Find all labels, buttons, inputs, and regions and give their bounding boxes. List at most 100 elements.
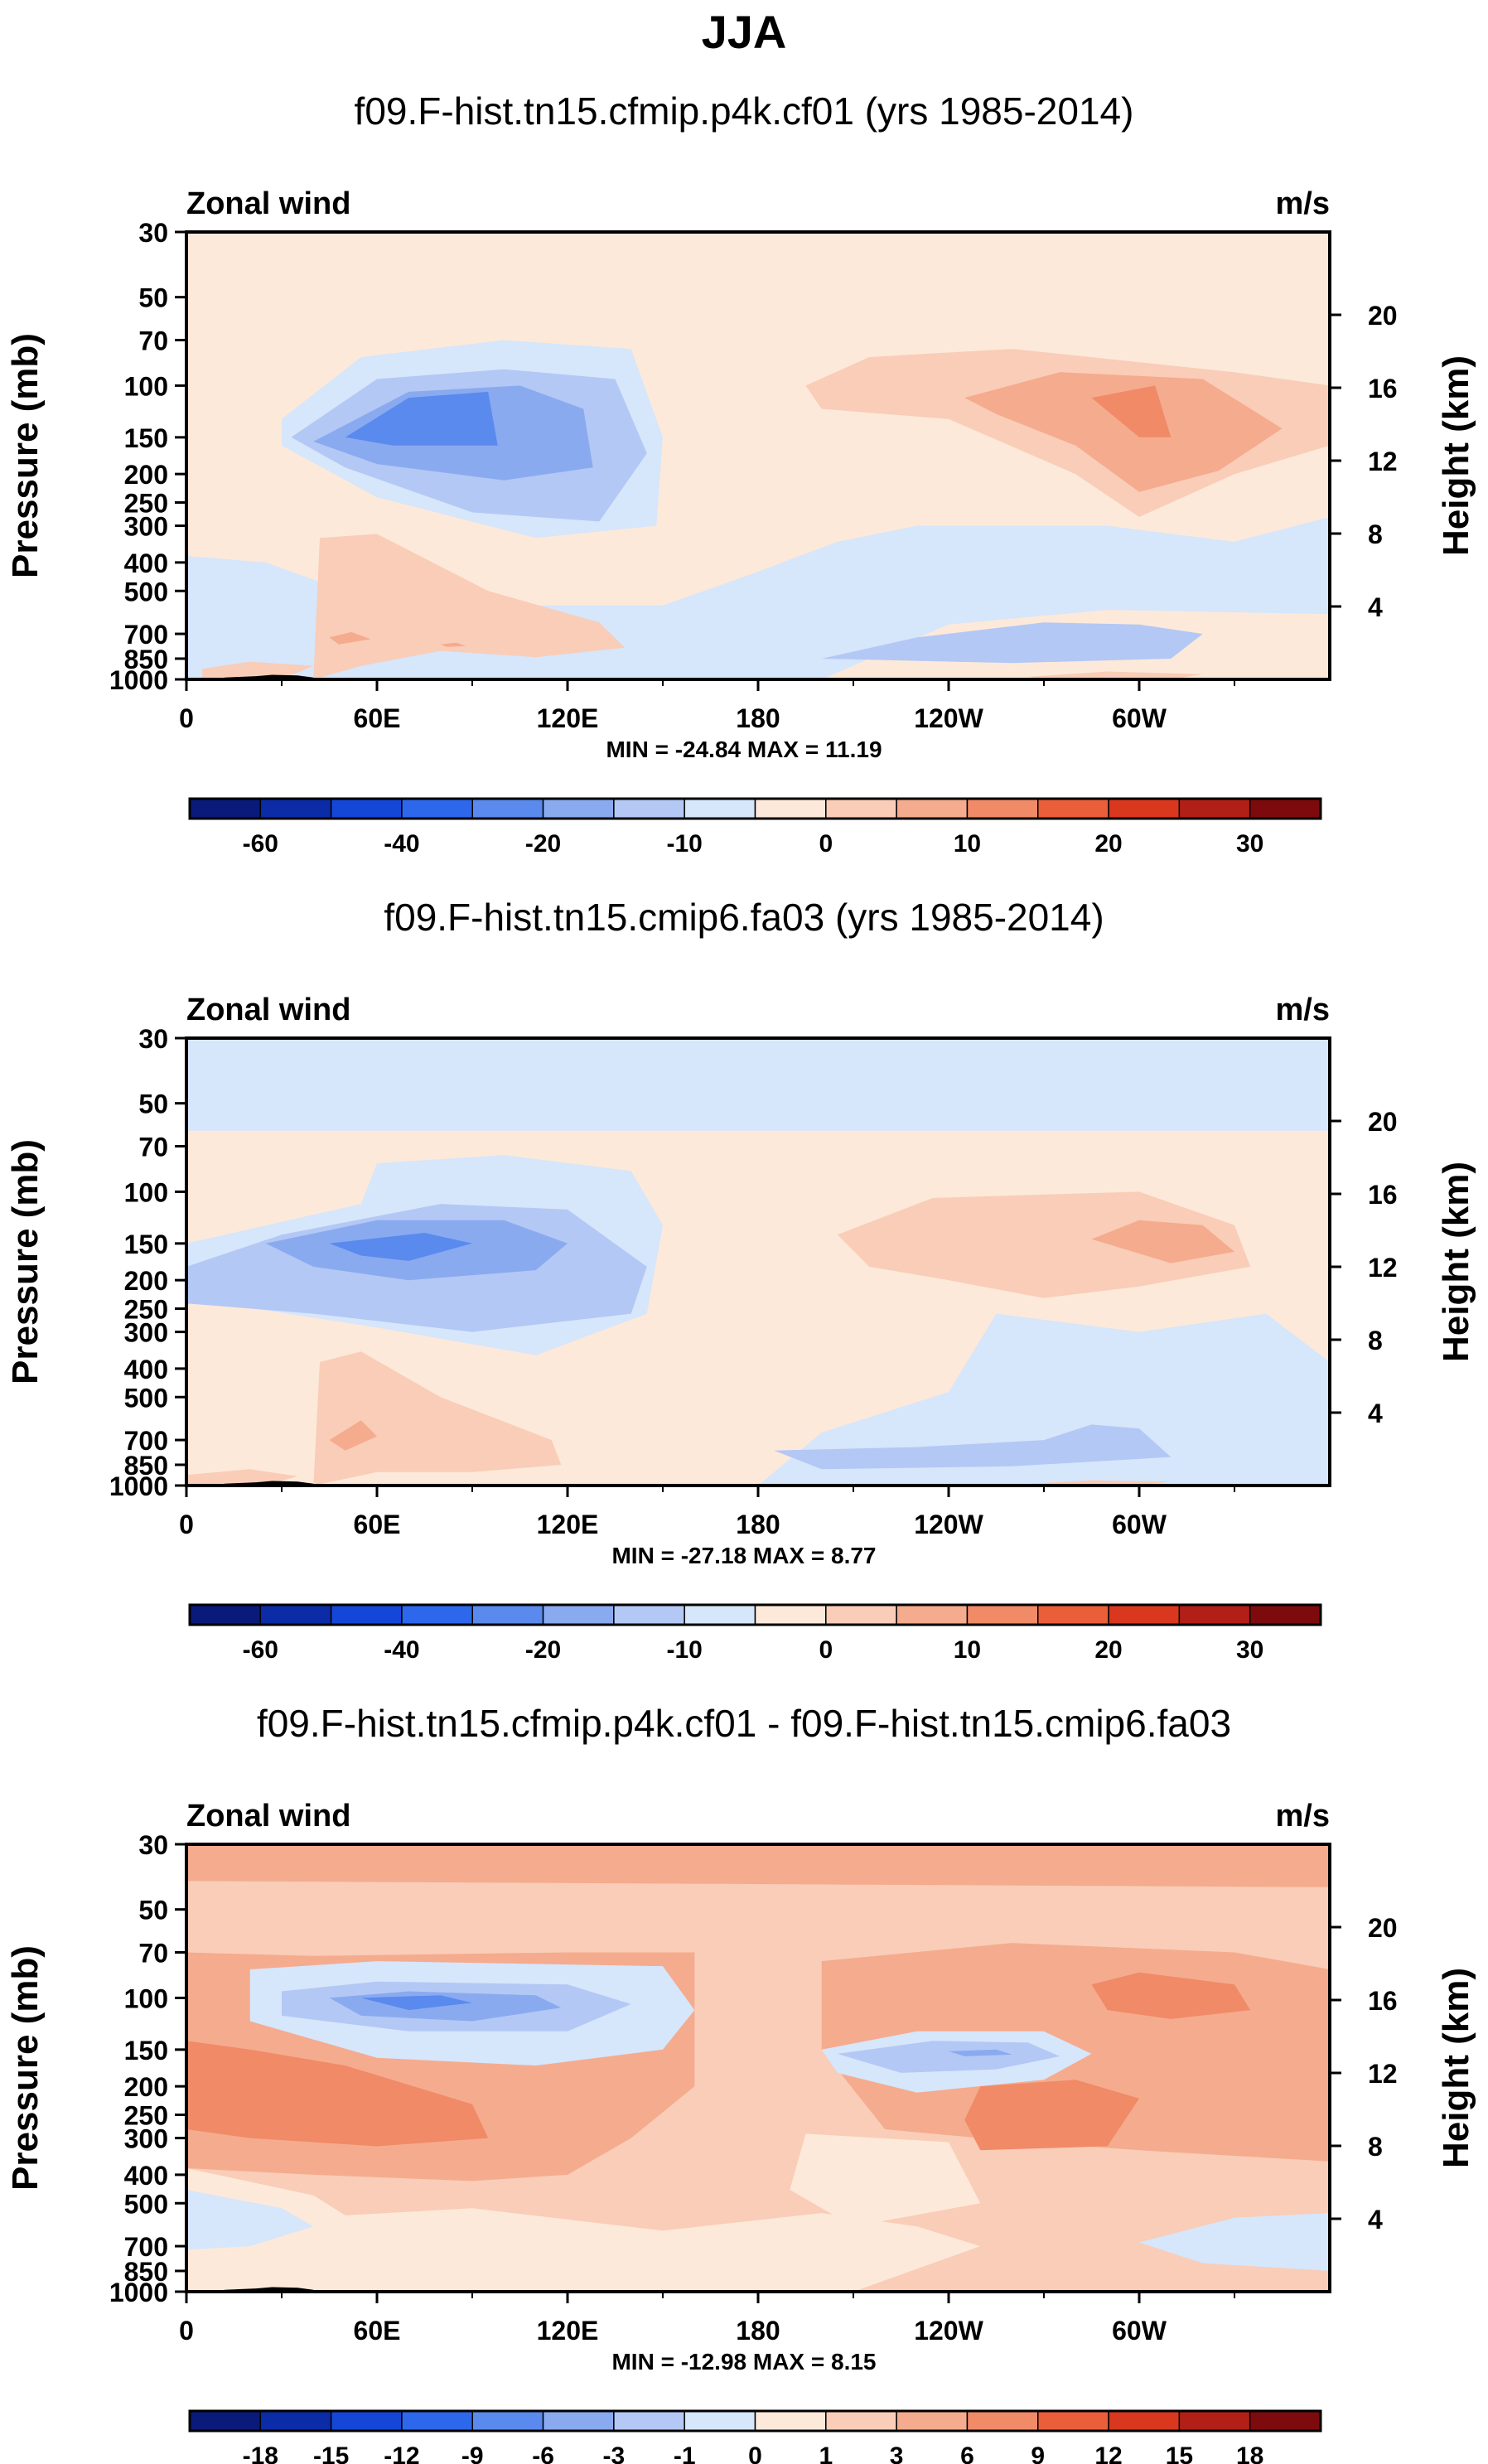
x-tick-label: 120E: [537, 2316, 599, 2346]
y-axis-label: Pressure (mb): [5, 333, 46, 578]
colorbar-swatch: [896, 2410, 969, 2432]
x-tick-label: 0: [179, 2316, 194, 2346]
x-tick-label: 180: [736, 703, 780, 733]
colorbar-swatch: [542, 1604, 615, 1626]
contour-region: [774, 1424, 1172, 1470]
colorbar-label: -20: [525, 830, 561, 858]
colorbar-swatch: [896, 798, 969, 819]
h-tick-label: 8: [1368, 2132, 1383, 2162]
contour-region: [329, 1233, 472, 1261]
contour-region: [186, 2168, 981, 2292]
colorbar-swatch: [542, 798, 615, 819]
colorbar-label: -40: [384, 830, 419, 858]
colorbar-swatch: [1249, 1604, 1321, 1626]
contour-region: [186, 2190, 314, 2250]
panel-title: f09.F-hist.tn15.cfmip.p4k.cf01 (yrs 1985…: [355, 89, 1134, 133]
h-tick-label: 4: [1368, 592, 1383, 622]
colorbar-label: 0: [748, 2442, 762, 2464]
p-tick-label: 50: [138, 1896, 168, 1925]
contour-fills: [186, 1844, 1330, 2292]
colorbar: -60 -40 -20 -10 0 10 20 30: [188, 797, 1322, 858]
p-tick-label: 300: [124, 1318, 168, 1348]
colorbar-swatch: [471, 798, 544, 819]
contour-region: [821, 622, 1203, 664]
p-tick-label: 700: [124, 2232, 168, 2262]
colorbar-swatch: [1108, 2410, 1181, 2432]
contour-region: [964, 372, 1283, 492]
contour-region: [329, 631, 371, 645]
colorbar-label: 0: [819, 1636, 833, 1664]
contour-region: [790, 2133, 981, 2227]
min-max-label: MIN = -12.98 MAX = 8.15: [611, 2349, 876, 2375]
colorbar-label: 6: [960, 2442, 974, 2464]
p-tick-label: 300: [124, 512, 168, 542]
colorbar-swatch: [825, 1604, 897, 1626]
variable-label: Zonal wind: [186, 993, 350, 1027]
colorbar-swatch: [1037, 798, 1109, 819]
h-tick-label: 4: [1368, 2205, 1383, 2235]
colorbar-swatch: [259, 798, 332, 819]
colorbar-swatch: [1178, 798, 1251, 819]
colorbar-swatch: [1037, 2410, 1109, 2432]
colorbar-swatch: [825, 798, 897, 819]
h-tick-label: 20: [1368, 301, 1398, 331]
contour-region: [837, 2041, 1060, 2073]
p-tick-label: 150: [124, 2036, 168, 2065]
h-tick-label: 20: [1368, 1913, 1398, 1943]
h-tick-label: 12: [1368, 2059, 1398, 2089]
h-tick-label: 12: [1368, 1253, 1398, 1283]
colorbar-label: -3: [603, 2442, 626, 2464]
contour-region: [1091, 1220, 1234, 1263]
colorbar-swatch: [613, 1604, 685, 1626]
colorbar-swatch: [401, 798, 473, 819]
x-tick-label: 180: [736, 1510, 780, 1539]
contour-fills: [186, 232, 1330, 679]
colorbar-frame: [188, 1603, 1322, 1626]
colorbar-swatch: [330, 1604, 403, 1626]
colorbar-swatch: [754, 1604, 827, 1626]
x-tick-label: 120W: [914, 703, 983, 733]
colorbar-swatch: [613, 798, 685, 819]
p-tick-label: 100: [124, 1983, 168, 2013]
x-tick-label: 60E: [354, 703, 401, 733]
p-tick-label: 700: [124, 620, 168, 650]
contour-region: [186, 1038, 1330, 1131]
p-tick-label: 70: [138, 1132, 168, 1162]
contour-region: [949, 2049, 1012, 2056]
x-tick-label: 60W: [1112, 2316, 1167, 2346]
colorbar-label: -40: [384, 1636, 419, 1664]
panel-1: f09.F-hist.tn15.cfmip.p4k.cf01 (yrs 1985…: [5, 89, 1476, 858]
x-tick-label: 0: [179, 1510, 194, 1539]
y2-axis-label: Height (km): [1436, 1162, 1476, 1362]
colorbar: -18 -15 -12 -9 -6 -3 -1 0 1 3 6 9 12 15 18: [188, 2409, 1322, 2464]
x-tick-label: 0: [179, 703, 194, 733]
colorbar-swatch: [189, 1604, 262, 1626]
colorbar-label: 15: [1166, 2442, 1193, 2464]
contour-fills: [186, 1038, 1330, 1486]
y-axis-label: Pressure (mb): [5, 1139, 46, 1384]
y2-axis-label: Height (km): [1436, 1968, 1476, 2168]
colorbar-swatch: [754, 798, 827, 819]
colorbar-label: -15: [313, 2442, 349, 2464]
units-label: m/s: [1276, 1799, 1330, 1834]
colorbar-swatch: [189, 2410, 262, 2432]
contour-region: [1139, 2213, 1330, 2271]
x-tick-label: 60W: [1112, 1510, 1167, 1539]
colorbar-swatch: [754, 2410, 827, 2432]
p-tick-label: 100: [124, 1177, 168, 1207]
y2-axis-label: Height (km): [1436, 355, 1476, 556]
panel-title: f09.F-hist.tn15.cfmip.p4k.cf01 - f09.F-h…: [257, 1702, 1231, 1745]
h-tick-label: 12: [1368, 447, 1398, 476]
p-tick-label: 500: [124, 577, 168, 606]
colorbar-label: 10: [954, 830, 981, 858]
x-tick-label: 60E: [354, 1510, 401, 1539]
colorbar-swatch: [330, 2410, 403, 2432]
colorbar-label: -60: [243, 1636, 278, 1664]
colorbar-swatch: [684, 2410, 756, 2432]
contour-region: [329, 1420, 377, 1451]
colorbar-swatch: [825, 2410, 897, 2432]
units-label: m/s: [1276, 186, 1330, 221]
p-tick-label: 250: [124, 489, 168, 519]
colorbar-swatch: [542, 2410, 615, 2432]
